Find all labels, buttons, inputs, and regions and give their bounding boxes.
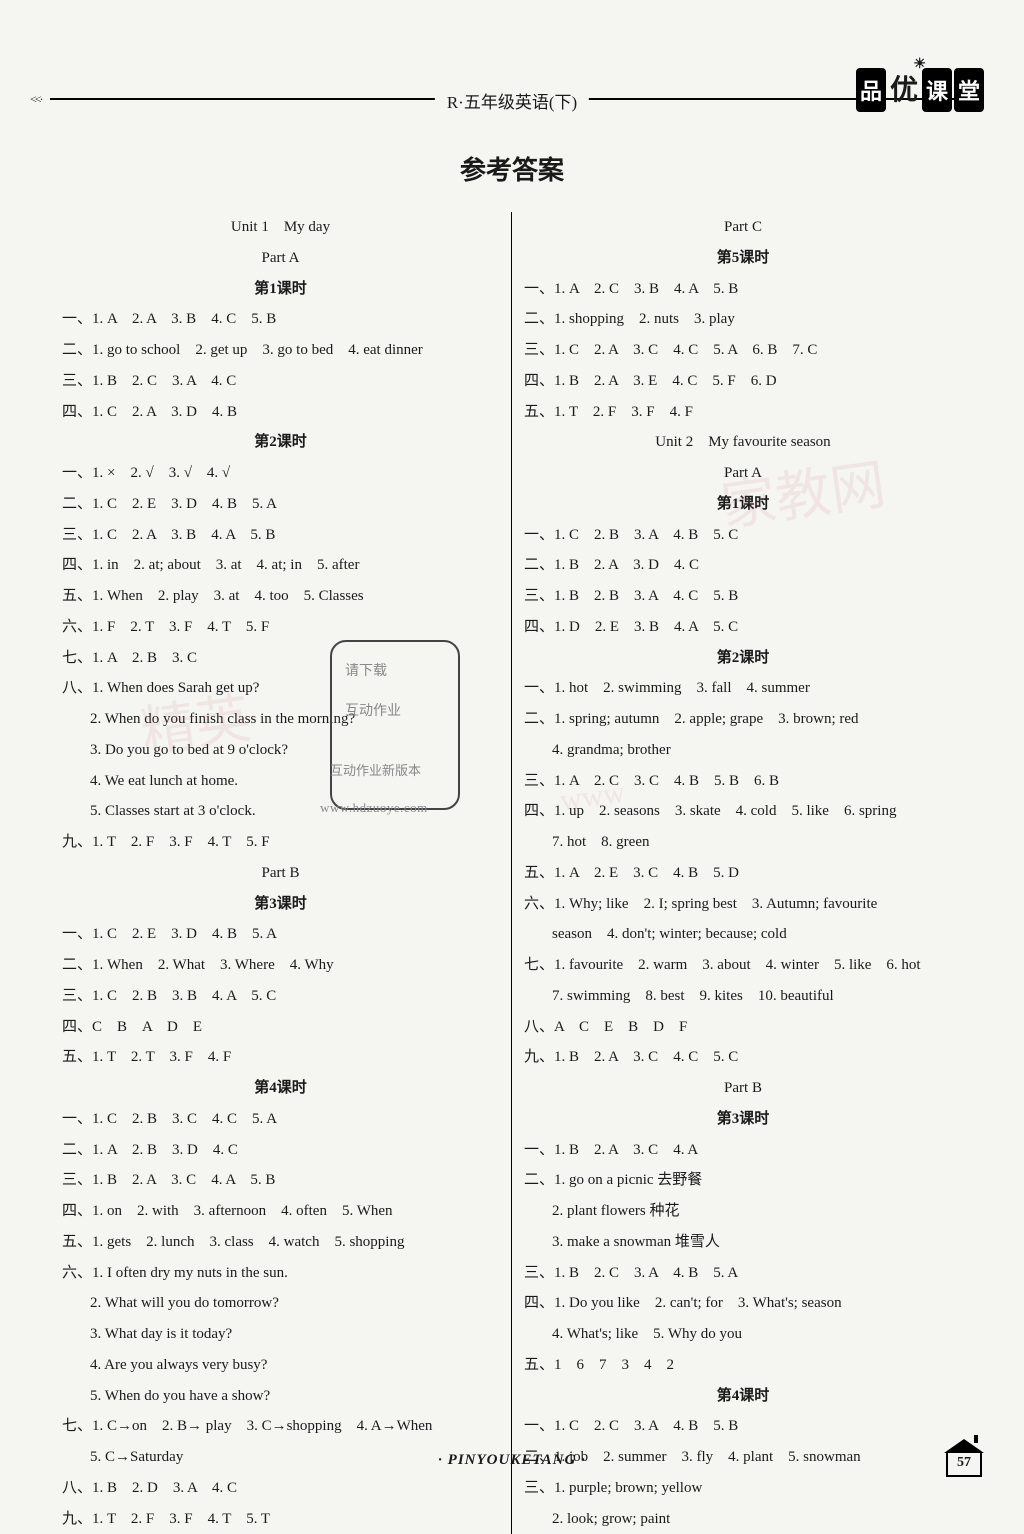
answer-line: 六、1. Why; like 2. I; spring best 3. Autu… [524, 889, 962, 920]
answer-line: 一、1. C 2. C 3. A 4. B 5. B [524, 1411, 962, 1442]
answer-line: 四、1. C 2. A 3. D 4. B [62, 397, 499, 428]
header-arrows-icon: <<· [30, 92, 42, 107]
answer-line: 4. We eat lunch at home. [62, 766, 499, 797]
answer-line: 第3课时 [62, 889, 499, 920]
answer-line: Part A [62, 243, 499, 274]
answer-line: 3. What day is it today? [62, 1319, 499, 1350]
answer-line: 五、1. T 2. T 3. F 4. F [62, 1042, 499, 1073]
answer-line: 二、1. B 2. A 3. D 4. C [524, 550, 962, 581]
answer-line: 五、1. When 2. play 3. at 4. too 5. Classe… [62, 581, 499, 612]
header-title: R·五年级英语(下) [435, 88, 589, 113]
answer-line: 4. What's; like 5. Why do you [524, 1319, 962, 1350]
answer-line: 五、1. gets 2. lunch 3. class 4. watch 5. … [62, 1227, 499, 1258]
answer-line: 四、C B A D E [62, 1012, 499, 1043]
answer-line: 二、1. A 2. B 3. D 4. C [62, 1135, 499, 1166]
answer-line: 4. Are you always very busy? [62, 1350, 499, 1381]
answer-line: Unit 1 My day [62, 212, 499, 243]
answer-line: 四、1. Do you like 2. can't; for 3. What's… [524, 1288, 962, 1319]
answer-line: 六、1. F 2. T 3. F 4. T 5. F [62, 612, 499, 643]
answer-line: 四、1. B 2. A 3. E 4. C 5. F 6. D [524, 366, 962, 397]
logo-char: 品 [856, 68, 886, 112]
answer-line: 五、1. A 2. E 3. C 4. B 5. D [524, 858, 962, 889]
answer-line: 五、1. T 2. F 3. F 4. F [524, 397, 962, 428]
answer-line: 二、1. shopping 2. nuts 3. play [524, 304, 962, 335]
answer-line: 7. hot 8. green [524, 827, 962, 858]
answer-line: Part B [524, 1073, 962, 1104]
answer-line: 三、1. B 2. C 3. A 4. B 5. A [524, 1258, 962, 1289]
answer-line: 3. Do you go to bed at 9 o'clock? [62, 735, 499, 766]
answer-line: 第1课时 [524, 489, 962, 520]
answer-line: 九、1. B 2. A 3. C 4. C 5. C [524, 1042, 962, 1073]
answer-line: 九、1. T 2. F 3. F 4. T 5. F [62, 827, 499, 858]
answer-line: 二、1. C 2. E 3. D 4. B 5. A [62, 489, 499, 520]
answer-line: 二、1. go on a picnic 去野餐 [524, 1165, 962, 1196]
left-column: Unit 1 My dayPart A第1课时一、1. A 2. A 3. B … [50, 212, 512, 1534]
logo-char: 堂 [954, 68, 984, 112]
answer-line: 四、1. in 2. at; about 3. at 4. at; in 5. … [62, 550, 499, 581]
answer-line: 三、1. B 2. C 3. A 4. C [62, 366, 499, 397]
answer-line: 2. look; grow; paint [524, 1504, 962, 1534]
answer-line: 2. When do you finish class in the morni… [62, 704, 499, 735]
answer-line: 5. Classes start at 3 o'clock. [62, 796, 499, 827]
house-icon: 57 [944, 1449, 984, 1479]
footer-text: · PINYOUKETANG · [0, 1452, 1024, 1469]
answer-line: 一、1. hot 2. swimming 3. fall 4. summer [524, 673, 962, 704]
sun-icon: ☀ [913, 56, 926, 73]
answer-line: 二、1. go to school 2. get up 3. go to bed… [62, 335, 499, 366]
answer-line: 一、1. A 2. A 3. B 4. C 5. B [62, 304, 499, 335]
answer-line: 第2课时 [524, 643, 962, 674]
answer-line: 二、1. When 2. What 3. Where 4. Why [62, 950, 499, 981]
main-title: 参考答案 [50, 150, 974, 187]
answer-line: 第1课时 [62, 274, 499, 305]
answer-line: 2. plant flowers 种花 [524, 1196, 962, 1227]
answer-line: 一、1. C 2. B 3. C 4. C 5. A [62, 1104, 499, 1135]
answer-line: 2. What will you do tomorrow? [62, 1288, 499, 1319]
answer-line: 七、1. A 2. B 3. C [62, 643, 499, 674]
answer-line: 一、1. C 2. E 3. D 4. B 5. A [62, 919, 499, 950]
answer-line: 四、1. on 2. with 3. afternoon 4. often 5.… [62, 1196, 499, 1227]
answer-line: 4. grandma; brother [524, 735, 962, 766]
answer-line: 三、1. A 2. C 3. C 4. B 5. B 6. B [524, 766, 962, 797]
answer-line: Part C [524, 212, 962, 243]
page-number-badge: 57 [944, 1449, 984, 1479]
right-column: Part C第5课时一、1. A 2. C 3. B 4. A 5. B二、1.… [512, 212, 974, 1534]
answer-line: 五、1 6 7 3 4 2 [524, 1350, 962, 1381]
answer-line: 三、1. C 2. B 3. B 4. A 5. C [62, 981, 499, 1012]
answer-line: 四、1. D 2. E 3. B 4. A 5. C [524, 612, 962, 643]
answer-line: 八、1. When does Sarah get up? [62, 673, 499, 704]
brand-logo: 品 优 ☀ 课 堂 [856, 60, 984, 120]
answer-line: Part A [524, 458, 962, 489]
answer-line: 三、1. B 2. A 3. C 4. A 5. B [62, 1165, 499, 1196]
page-number: 57 [944, 1455, 984, 1471]
answer-line: 7. swimming 8. best 9. kites 10. beautif… [524, 981, 962, 1012]
answer-line: 第2课时 [62, 427, 499, 458]
answer-line: 四、1. up 2. seasons 3. skate 4. cold 5. l… [524, 796, 962, 827]
answer-line: 第5课时 [524, 243, 962, 274]
answer-line: 一、1. C 2. B 3. A 4. B 5. C [524, 520, 962, 551]
answer-line: 一、1. B 2. A 3. C 4. A [524, 1135, 962, 1166]
answer-line: 第4课时 [524, 1381, 962, 1412]
answer-line: 九、1. T 2. F 3. F 4. T 5. T [62, 1504, 499, 1534]
answer-line: season 4. don't; winter; because; cold [524, 919, 962, 950]
answer-line: Part B [62, 858, 499, 889]
answer-line: 三、1. C 2. A 3. B 4. A 5. B [62, 520, 499, 551]
answer-line: 第4课时 [62, 1073, 499, 1104]
answer-line: 三、1. B 2. B 3. A 4. C 5. B [524, 581, 962, 612]
answer-line: 三、1. C 2. A 3. C 4. C 5. A 6. B 7. C [524, 335, 962, 366]
answer-line: 八、A C E B D F [524, 1012, 962, 1043]
answer-line: 七、1. C→on 2. B→ play 3. C→shopping 4. A→… [62, 1411, 499, 1442]
answer-line: 5. When do you have a show? [62, 1381, 499, 1412]
answer-line: 六、1. I often dry my nuts in the sun. [62, 1258, 499, 1289]
answer-line: 一、1. × 2. √ 3. √ 4. √ [62, 458, 499, 489]
answer-line: 二、1. spring; autumn 2. apple; grape 3. b… [524, 704, 962, 735]
answer-columns: Unit 1 My dayPart A第1课时一、1. A 2. A 3. B … [50, 212, 974, 1534]
answer-line: 七、1. favourite 2. warm 3. about 4. winte… [524, 950, 962, 981]
answer-line: 3. make a snowman 堆雪人 [524, 1227, 962, 1258]
logo-char: 优 ☀ [888, 68, 920, 112]
logo-char: 课 [922, 68, 952, 112]
page-header: <<· R·五年级英语(下) 品 优 ☀ 课 堂 [50, 60, 974, 130]
answer-line: 一、1. A 2. C 3. B 4. A 5. B [524, 274, 962, 305]
answer-line: 第3课时 [524, 1104, 962, 1135]
answer-line: Unit 2 My favourite season [524, 427, 962, 458]
